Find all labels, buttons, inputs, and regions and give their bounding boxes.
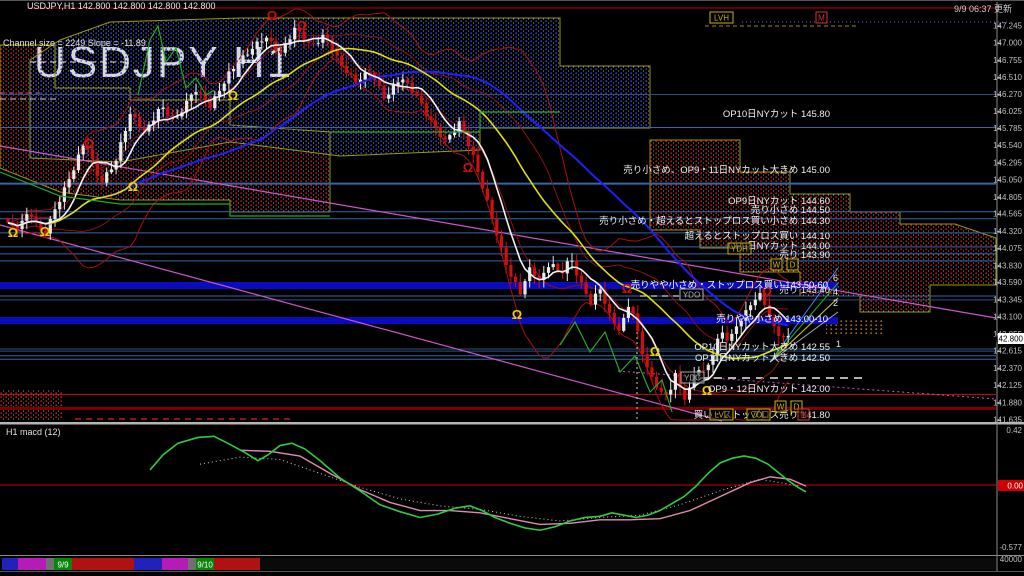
price-axis: 147.245 147.000 146.755 146.510 146.270 146.0… [993,2,1024,571]
sell-signal-icon: Ω [463,160,473,175]
svg-text:2: 2 [833,298,838,308]
svg-text:売り 143.90: 売り 143.90 [779,249,830,261]
svg-text:144.320: 144.320 [993,227,1022,236]
ohlc-readout: USDJPY,H1 142.800 142.800 142.800 142.80… [27,1,216,11]
svg-text:143.345: 143.345 [993,295,1022,304]
moving-averages [7,37,789,390]
svg-text:YDO: YDO [683,291,700,300]
svg-text:売りやや小さめ 143.00-10: 売りやや小さめ 143.00-10 [716,313,828,325]
signal-markers: Ω Ω Ω Ω Ω Ω Ω Ω Ω Ω Ω Ω Ω [8,8,772,398]
svg-text:141.635: 141.635 [993,415,1022,424]
current-price-box: 142.800 [994,335,1023,344]
svg-text:売りやや小さめ・ストップロス買い 143.50-60: 売りやや小さめ・ストップロス買い 143.50-60 [631,279,828,291]
svg-text:LVL: LVL [715,411,729,420]
svg-text:145.785: 145.785 [993,124,1022,133]
svg-text:W: W [773,261,781,270]
svg-text:YDC: YDC [684,374,701,383]
buy-signal-icon: Ω [8,225,18,240]
buy-signal-icon: Ω [128,179,138,194]
svg-text:OP10日NYカット 145.80: OP10日NYカット 145.80 [723,109,830,120]
svg-text:143.100: 143.100 [993,313,1022,322]
svg-text:143.590: 143.590 [993,278,1022,287]
svg-text:146.025: 146.025 [993,107,1022,116]
sell-signal-icon: Ω [622,281,632,296]
macd-indicator-label: H1 macd (12) [6,427,61,437]
sell-signal-icon: Ω [297,18,307,33]
svg-text:142.125: 142.125 [993,381,1022,390]
session-date-label: 9/10 [197,561,213,570]
svg-text:売り小さめ・超えるとストップロス買い小さめ 144.30: 売り小さめ・超えるとストップロス買い小さめ 144.30 [599,215,830,227]
buy-signal-icon: Ω [702,383,712,398]
svg-text:144.075: 144.075 [993,244,1022,253]
svg-text:VOL: VOL [750,411,767,420]
svg-text:OP11日NYカット大きめ 142.50: OP11日NYカット大きめ 142.50 [695,352,830,364]
buy-signal-icon: Ω [512,307,522,322]
svg-text:M: M [818,14,825,23]
channel-info-label: Channel size = 2249 Slope = -11.89 [3,38,146,48]
svg-text:D: D [794,403,800,412]
svg-text:145.295: 145.295 [993,158,1022,167]
svg-text:売り 143.40: 売り 143.40 [779,284,830,296]
svg-text:0.42: 0.42 [1006,426,1022,435]
level-lines[interactable] [0,93,996,410]
macd-panel: 0.00 [0,435,1024,532]
svg-text:OP9日NYカット 144.00: OP9日NYカット 144.00 [728,241,830,252]
svg-text:OP9・12日NYカット 142.00: OP9・12日NYカット 142.00 [708,384,830,395]
svg-text:YDH: YDH [731,245,748,254]
svg-text:6: 6 [833,273,838,283]
buy-signal-icon: Ω [650,344,660,359]
level-annotations[interactable]: OP10日NYカット 145.80 売り小さめ、OP9・11日NYカット大きめ 1… [599,109,841,421]
svg-text:146.510: 146.510 [993,73,1022,82]
svg-text:141.880: 141.880 [993,398,1022,407]
svg-text:M: M [800,411,807,420]
sell-signal-icon: Ω [762,284,772,299]
sell-signal-icon: Ω [84,136,94,151]
svg-text:1: 1 [836,339,841,349]
svg-text:147.245: 147.245 [993,22,1022,31]
buy-signal-icon: Ω [40,224,50,239]
updated-timestamp: 9/9 06:37 更新 [953,4,1012,14]
session-strip: 9/9 9/10 [2,558,996,570]
svg-text:143.830: 143.830 [993,261,1022,270]
svg-text:147.000: 147.000 [993,39,1022,48]
svg-text:4: 4 [833,287,838,297]
svg-text:W: W [777,403,785,412]
buy-signal-icon: Ω [228,88,238,103]
svg-text:売り小さめ、OP9・11日NYカット大きめ 145.00: 売り小さめ、OP9・11日NYカット大きめ 145.00 [623,164,830,176]
svg-text:142.615: 142.615 [993,347,1022,356]
svg-text:OP10日NYカット大きめ 142.55: OP10日NYカット大きめ 142.55 [694,341,830,353]
svg-text:144.565: 144.565 [993,210,1022,219]
session-date-label: 9/9 [57,561,69,570]
svg-text:売り小さめ 144.50: 売り小さめ 144.50 [751,204,830,216]
svg-text:145.540: 145.540 [993,141,1022,150]
svg-text:146.270: 146.270 [993,90,1022,99]
svg-text:LVH: LVH [714,14,729,23]
svg-text:142.370: 142.370 [993,364,1022,373]
svg-text:D: D [790,261,796,270]
svg-text:OP9日NYカット 144.60: OP9日NYカット 144.60 [728,196,830,207]
svg-text:146.755: 146.755 [993,56,1022,65]
svg-text:144.805: 144.805 [993,193,1022,202]
sell-signal-icon: Ω [267,8,277,23]
macd-zero-box: 0.00 [1007,482,1023,491]
svg-text:超えるとストップロス買い 144.10: 超えるとストップロス買い 144.10 [685,230,830,242]
green-overlay-lines [0,24,673,413]
svg-text:40000: 40000 [1000,555,1023,564]
svg-text:-0.577: -0.577 [999,543,1022,552]
svg-text:145.050: 145.050 [993,176,1022,185]
